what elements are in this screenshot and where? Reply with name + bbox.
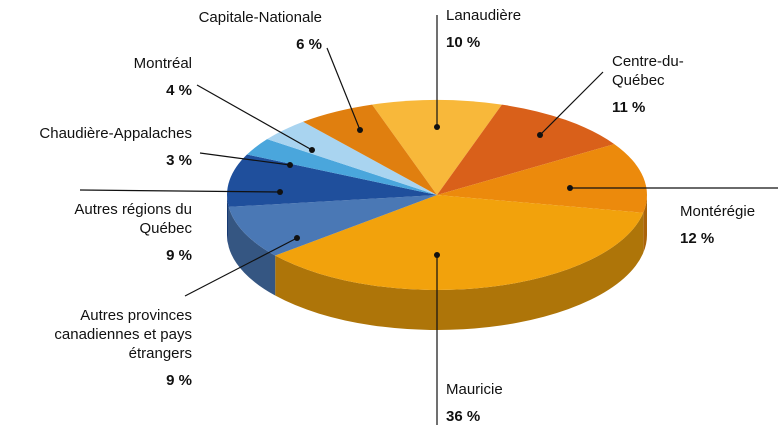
category-label: Capitale-Nationale (198, 9, 322, 26)
category-label: Montréal (133, 55, 192, 72)
category-label: Centre-du-Québec (612, 53, 684, 89)
leader-dot (567, 185, 573, 191)
leader-line (199, 152, 291, 166)
value-label: 9 % (166, 372, 192, 389)
leader-dot (287, 162, 293, 168)
category-label: Lanaudière (446, 7, 522, 24)
slice-side (228, 206, 276, 296)
leader-line (326, 47, 361, 131)
value-label: 9 % (166, 247, 192, 264)
slice-label: Chaudière-Appalaches 3 % (0, 124, 192, 170)
slice-label: Centre-du-Québec 11 % (612, 52, 702, 117)
slice-label: Autres provinces canadiennes et pays étr… (12, 306, 192, 390)
slice (303, 104, 437, 195)
slice-side (275, 212, 644, 331)
leader-dot (357, 127, 363, 133)
leader-line (79, 189, 281, 193)
leader-dot (277, 189, 283, 195)
value-label: 11 % (612, 99, 646, 116)
value-label: 4 % (166, 82, 192, 99)
slice (246, 139, 437, 195)
slice (437, 144, 648, 213)
value-label: 3 % (166, 152, 192, 169)
slice-label: Capitale-Nationale 6 % (152, 8, 322, 54)
category-label: Montérégie (680, 203, 756, 220)
slice (228, 195, 437, 256)
value-label: 6 % (296, 36, 322, 53)
slice-label: Mauricie 36 % (446, 380, 566, 426)
value-label: 36 % (446, 408, 481, 425)
leader-dot (434, 252, 440, 258)
category-label: Mauricie (446, 381, 503, 398)
value-label: 10 % (446, 34, 481, 51)
slice (275, 195, 644, 290)
leader-line (196, 84, 313, 151)
slice (437, 104, 615, 195)
leader-dot (309, 147, 315, 153)
value-label: 12 % (680, 230, 715, 247)
slice-label: Montréal 4 % (72, 54, 192, 100)
leader-line (184, 237, 298, 297)
slice-label: Lanaudière 10 % (446, 6, 566, 52)
slice (372, 100, 502, 195)
leader-line (539, 71, 604, 136)
category-label: Chaudière-Appalaches (39, 125, 192, 142)
slice-side (643, 195, 647, 253)
leader-dot (434, 124, 440, 130)
leader-dot (537, 132, 543, 138)
slice-label: Montérégie 12 % (680, 202, 770, 248)
slice-side (227, 195, 229, 247)
leader-dot (294, 235, 300, 241)
slice-label: Autres régions du Québec 9 % (52, 200, 192, 265)
category-label: Autres régions du Québec (74, 201, 192, 237)
slice (267, 121, 437, 195)
category-label: Autres provinces canadiennes et pays étr… (54, 307, 192, 362)
